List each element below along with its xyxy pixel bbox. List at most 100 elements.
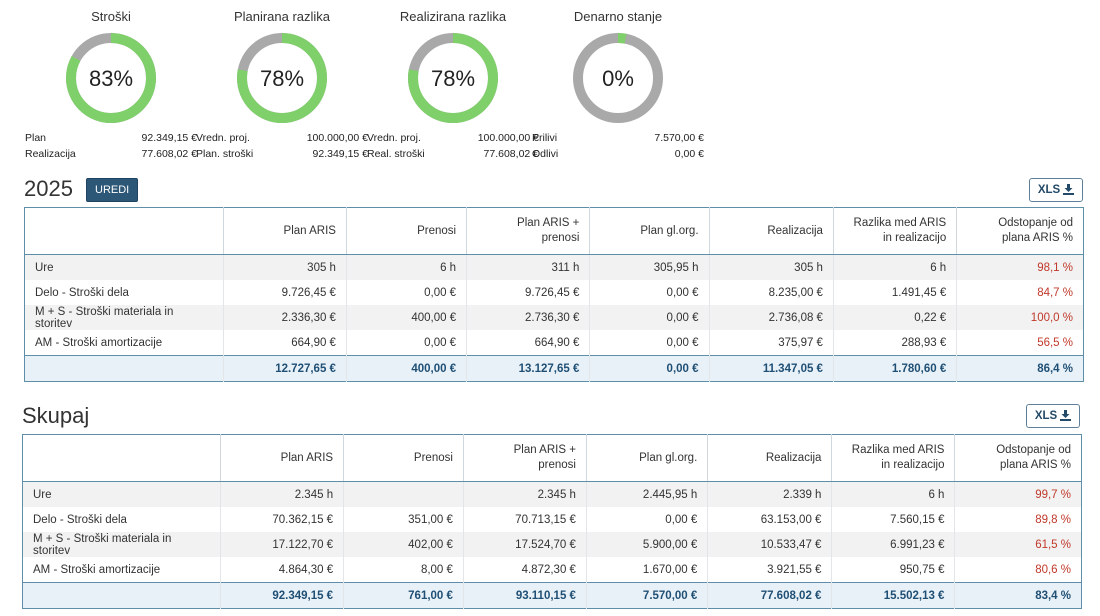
xls-label: XLS <box>1034 410 1058 422</box>
download-icon <box>1060 410 1072 422</box>
cell-plan-aris-plus-transfers: 70.713,15 € <box>462 507 587 532</box>
table-row: Delo - Stroški dela 70.362,15 €351,00 €70… <box>22 507 1082 532</box>
cell-plan-gl-org: 2.445,95 h <box>585 481 708 507</box>
cell-plan-aris-plus-transfers: 17.524,70 € <box>462 532 587 557</box>
cell-difference: 7.560,15 € <box>831 507 955 532</box>
cell-plan-aris-plus-transfers: 4.872,30 € <box>462 557 587 583</box>
gauge-title: Stroški <box>91 9 131 24</box>
cell-deviation-pct: 56,5 % <box>956 330 1084 356</box>
donut-chart: 0% <box>573 33 663 123</box>
donut-fill <box>573 33 663 123</box>
cell-transfers <box>343 481 464 507</box>
cell-deviation-pct: 89,8 % <box>954 507 1082 532</box>
column-header-realization: Realizacija <box>708 207 834 255</box>
gauge-cash-balance: Denarno stanje 0% Prilivi 7.570,00 € Odli… <box>532 8 704 162</box>
xls-export-button-year[interactable]: XLS <box>1029 178 1083 202</box>
total-realization: 11.347,05 € <box>708 355 834 382</box>
gauge-row-realization: Realizacija 77.608,02 € <box>25 148 197 160</box>
gauge-title: Planirana razlika <box>233 9 331 24</box>
cell-plan-gl-org: 5.900,00 € <box>585 532 708 557</box>
cell-realization: 305 h <box>708 254 834 280</box>
cell-row-label: Ure <box>24 254 224 280</box>
cell-row-label: M + S - Stroški materiala in storitev <box>24 305 224 330</box>
gauge-row-outflows: Odlivi 0,00 € <box>532 148 704 160</box>
total-deviation-pct: 83,4 % <box>954 582 1082 609</box>
total-section-title: Skupaj <box>22 403 90 428</box>
column-header-realization: Realizacija <box>707 434 832 482</box>
cell-plan-aris: 4.864,30 € <box>220 557 344 583</box>
cell-row-label: Delo - Stroški dela <box>24 280 224 305</box>
gauge-planned-difference: Planirana razlika 78% Vredn. proj. 100.00… <box>196 8 368 162</box>
gauge-row-project-value: Vredn. proj. 100.000,00 € <box>196 132 368 144</box>
gauge-title: Realizirana razlika <box>399 9 507 24</box>
cell-row-label: AM - Stroški amortizacije <box>24 330 224 356</box>
cell-plan-aris: 9.726,45 € <box>222 280 347 305</box>
cell-transfers: 400,00 € <box>345 305 467 330</box>
total-transfers: 400,00 € <box>345 355 467 382</box>
cell-deviation-pct: 100,0 % <box>956 305 1084 330</box>
gauge-row-plan: Plan 92.349,15 € <box>25 132 197 144</box>
cell-plan-gl-org: 305,95 h <box>589 254 710 280</box>
cell-realization: 10.533,47 € <box>707 532 832 557</box>
cell-plan-aris-plus-transfers: 311 h <box>466 254 590 280</box>
total-transfers: 761,00 € <box>343 582 464 609</box>
cell-row-label: M + S - Stroški materiala in storitev <box>22 532 221 557</box>
cell-deviation-pct: 80,6 % <box>954 557 1082 583</box>
total-plan-aris-plus-transfers: 93.110,15 € <box>462 582 587 609</box>
donut-chart: 78% <box>408 33 498 123</box>
table-row: AM - Stroški amortizacije 664,90 €0,00 €6… <box>24 330 1084 356</box>
donut-fill <box>408 33 498 123</box>
column-header-transfers: Prenosi <box>345 207 467 255</box>
column-header-transfers: Prenosi <box>343 434 464 482</box>
table-totals-row: 12.727,65 €400,00 €13.127,65 €0,00 €11.3… <box>24 355 1084 382</box>
cell-plan-gl-org: 0,00 € <box>589 330 710 356</box>
edit-button[interactable]: UREDI <box>86 178 139 202</box>
donut-percent-label: 78% <box>260 66 304 91</box>
download-icon <box>1063 184 1075 196</box>
donut-fill <box>237 33 327 123</box>
total-realization: 77.608,02 € <box>707 582 832 609</box>
cell-difference: 288,93 € <box>832 330 957 356</box>
table-header-row: Plan ARIS Prenosi Plan ARIS + prenosi Plan … <box>22 434 1082 482</box>
cell-plan-aris: 305 h <box>222 254 347 280</box>
donut-chart: 83% <box>66 33 156 123</box>
cell-plan-aris-plus-transfers: 664,90 € <box>466 330 590 356</box>
donut-chart: 78% <box>237 33 327 123</box>
total-difference: 1.780,60 € <box>832 355 957 382</box>
table-header-row: Plan ARIS Prenosi Plan ARIS + prenosi Plan … <box>24 207 1084 255</box>
total-difference: 15.502,13 € <box>831 582 955 609</box>
total-row-label <box>22 582 221 609</box>
cell-realization: 375,97 € <box>708 330 834 356</box>
table-row: AM - Stroški amortizacije 4.864,30 €8,00 … <box>22 557 1082 583</box>
column-header-deviation-pct: Odstopanje od plana ARIS % <box>956 207 1084 255</box>
cell-plan-aris-plus-transfers: 2.736,30 € <box>466 305 590 330</box>
cell-transfers: 0,00 € <box>345 280 467 305</box>
xls-export-button-total[interactable]: XLS <box>1026 404 1080 428</box>
column-header-plan-aris-plus-transfers: Plan ARIS + prenosi <box>466 207 590 255</box>
table-totals-row: 92.349,15 €761,00 €93.110,15 €7.570,00 €… <box>22 582 1082 609</box>
column-header-plan-aris: Plan ARIS <box>220 434 344 482</box>
column-header-plan-aris: Plan ARIS <box>222 207 347 255</box>
xls-label: XLS <box>1037 184 1061 196</box>
cell-plan-gl-org: 1.670,00 € <box>585 557 708 583</box>
cell-row-label: AM - Stroški amortizacije <box>22 557 221 583</box>
total-plan-gl-org: 7.570,00 € <box>585 582 708 609</box>
cell-plan-aris: 2.336,30 € <box>222 305 347 330</box>
table-row: M + S - Stroški materiala in storitev 17.… <box>22 532 1082 557</box>
donut-fill <box>66 33 156 123</box>
year-table: Plan ARIS Prenosi Plan ARIS + prenosi Plan … <box>24 207 1084 382</box>
column-header-difference: Razlika med ARIS in realizacijo <box>832 207 957 255</box>
cell-plan-gl-org: 0,00 € <box>589 280 710 305</box>
cell-realization: 8.235,00 € <box>708 280 834 305</box>
gauge-row-inflows: Prilivi 7.570,00 € <box>532 132 704 144</box>
cell-transfers: 351,00 € <box>343 507 464 532</box>
cell-realization: 3.921,55 € <box>707 557 832 583</box>
gauge-row-real-costs: Real. stroški 77.608,02 € <box>367 148 539 160</box>
cell-plan-aris: 17.122,70 € <box>220 532 344 557</box>
total-plan-aris-plus-transfers: 13.127,65 € <box>466 355 590 382</box>
gauge-costs: Stroški 83% Plan 92.349,15 € Realizacija 7… <box>25 8 197 162</box>
cell-deviation-pct: 61,5 % <box>954 532 1082 557</box>
total-deviation-pct: 86,4 % <box>956 355 1084 382</box>
